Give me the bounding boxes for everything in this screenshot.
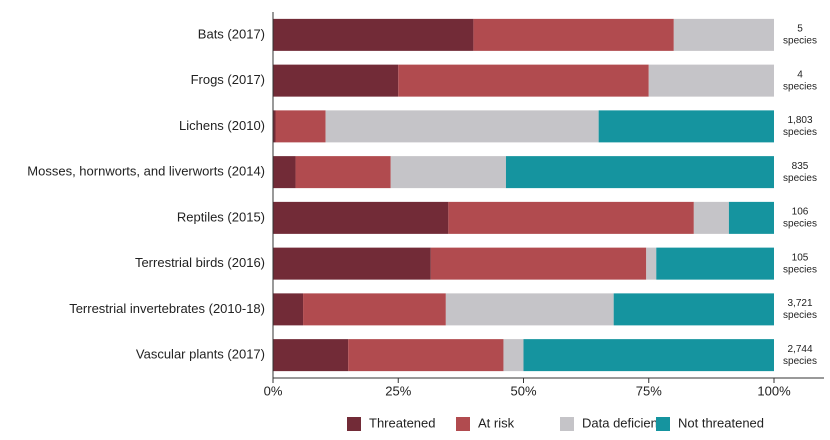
species-unit: species (783, 264, 817, 275)
bar-segment (728, 201, 774, 234)
bar-segment (598, 110, 774, 143)
species-count: 3,721 (787, 298, 812, 309)
bar-segment (275, 110, 326, 143)
y-tick-label: Vascular plants (2017) (136, 347, 265, 362)
x-tick-label: 25% (385, 383, 411, 398)
legend-label: Data deficient (582, 415, 662, 430)
legend-label: Threatened (369, 415, 436, 430)
species-count: 106 (792, 207, 809, 218)
species-count: 835 (792, 161, 809, 172)
y-tick-label: Lichens (2010) (179, 118, 265, 133)
species-unit: species (783, 219, 817, 230)
species-unit: species (783, 127, 817, 138)
species-count: 1,803 (787, 115, 812, 126)
bar-segment (273, 293, 304, 326)
bar-segment (503, 339, 524, 372)
x-tick-label: 75% (636, 383, 662, 398)
x-tick-label: 0% (264, 383, 283, 398)
bar-segment (303, 293, 446, 326)
bar-segment (448, 201, 694, 234)
bar-segment (505, 156, 774, 189)
bar-segment (390, 156, 506, 189)
legend-swatch (456, 417, 470, 431)
y-tick-label: Mosses, hornworts, and liverworts (2014) (27, 164, 265, 179)
legend-swatch (347, 417, 361, 431)
bar-segment (445, 293, 614, 326)
legend-swatch (656, 417, 670, 431)
bar-segment (273, 110, 276, 143)
legend-label: Not threatened (678, 415, 764, 430)
species-unit: species (783, 356, 817, 367)
bar-segment (273, 18, 474, 51)
y-tick-label: Frogs (2017) (191, 72, 265, 87)
species-unit: species (783, 81, 817, 92)
bar-segment (398, 64, 649, 97)
bar-segment (430, 247, 647, 280)
bar-segment (648, 64, 774, 97)
bar-segment (273, 64, 399, 97)
x-tick-label: 50% (510, 383, 536, 398)
bar-segment (273, 201, 449, 234)
species-unit: species (783, 36, 817, 47)
y-tick-label: Reptiles (2015) (177, 209, 265, 224)
bar-segment (273, 247, 431, 280)
bar-segment (693, 201, 729, 234)
bar-segment (348, 339, 504, 372)
x-tick-label: 100% (757, 383, 791, 398)
bar-segment (656, 247, 774, 280)
y-tick-label: Terrestrial invertebrates (2010-18) (69, 301, 265, 316)
legend-swatch (560, 417, 574, 431)
bar-segment (295, 156, 391, 189)
bar-segment (273, 156, 296, 189)
bar-segment (613, 293, 774, 326)
species-count: 105 (792, 252, 809, 263)
y-tick-label: Bats (2017) (198, 26, 265, 41)
species-count: 4 (797, 69, 803, 80)
species-unit: species (783, 173, 817, 184)
bar-segment (673, 18, 774, 51)
bar-segment (646, 247, 657, 280)
bar-segment (473, 18, 674, 51)
bar-segment (325, 110, 599, 143)
y-tick-label: Terrestrial birds (2016) (135, 255, 265, 270)
bar-segment (273, 339, 349, 372)
species-count: 2,744 (787, 344, 812, 355)
species-unit: species (783, 310, 817, 321)
bar-segment (523, 339, 774, 372)
legend-label: At risk (478, 415, 515, 430)
species-count: 5 (797, 24, 803, 35)
